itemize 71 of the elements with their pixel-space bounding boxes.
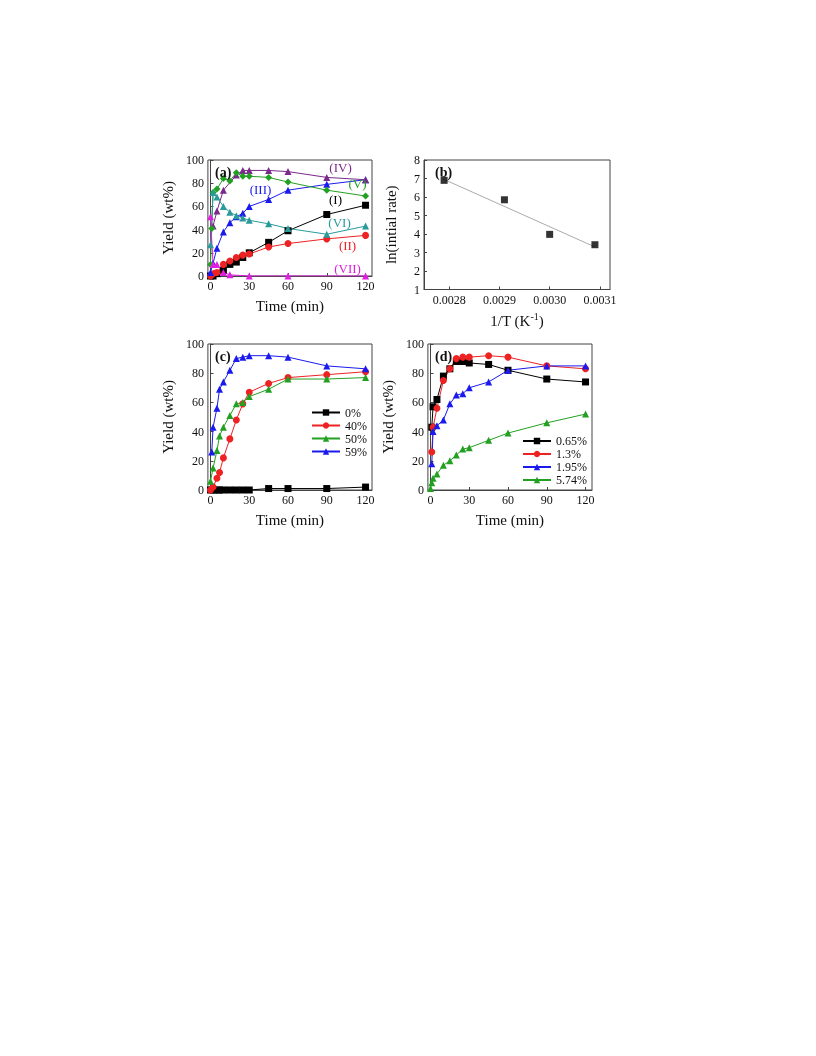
y-tick-label: 3 <box>414 245 420 260</box>
chart-title: (b) <box>435 164 453 181</box>
series-label: (I) <box>329 191 343 207</box>
y-tick-label: 100 <box>405 337 424 351</box>
chart-title: (c) <box>215 348 231 365</box>
x-tick-label: 0.0029 <box>482 292 516 307</box>
legend-label: 59% <box>345 444 367 459</box>
x-tick-label: 120 <box>356 279 375 293</box>
y-tick-label: 80 <box>191 366 204 381</box>
legend-label: 0.65% <box>556 434 587 448</box>
y-axis-title: Yield (wt%) <box>379 380 397 454</box>
x-tick-label: 30 <box>463 493 476 507</box>
y-tick-label: 20 <box>191 453 204 468</box>
x-tick-label: 0.0031 <box>583 292 617 307</box>
chart-title: (a) <box>215 164 232 181</box>
y-axis-title: ln(intial rate) <box>382 185 400 265</box>
y-tick-label: 100 <box>185 337 204 351</box>
series-label: (II) <box>338 237 357 253</box>
y-tick-label: 7 <box>414 171 420 186</box>
series-label: (III) <box>249 182 272 198</box>
y-tick-label: 60 <box>411 395 424 410</box>
y-tick-label: 5 <box>414 208 420 223</box>
series-label: (VII) <box>334 260 361 276</box>
chart-title: (d) <box>435 348 453 365</box>
legend-label: 40% <box>345 418 367 433</box>
x-axis-title: Time (min) <box>475 511 545 529</box>
y-tick-label: 0 <box>417 483 424 497</box>
legend-label: 1.95% <box>556 460 587 474</box>
x-tick-label: 90 <box>540 493 553 507</box>
series-label: (IV) <box>329 160 352 176</box>
y-tick-label: 80 <box>191 176 204 191</box>
x-tick-label: 60 <box>282 279 295 293</box>
series-label: (V) <box>348 176 367 192</box>
legend-label: 50% <box>345 431 367 446</box>
x-tick-label: 120 <box>576 493 595 507</box>
y-tick-label: 40 <box>191 222 204 237</box>
x-tick-label: 0 <box>207 279 214 293</box>
y-tick-label: 20 <box>191 245 204 260</box>
x-tick-label: 0.0028 <box>432 292 466 307</box>
x-axis-title: Time (min) <box>255 297 325 315</box>
x-tick-label: 30 <box>243 279 256 293</box>
legend-label: 5.74% <box>556 473 587 487</box>
y-tick-label: 40 <box>411 424 424 439</box>
series-label: (VI) <box>328 214 351 230</box>
x-tick-label: 60 <box>502 493 515 507</box>
y-tick-label: 2 <box>414 264 420 278</box>
y-tick-label: 20 <box>411 453 424 468</box>
y-tick-label: 80 <box>411 366 424 381</box>
x-tick-label: 0 <box>427 493 434 507</box>
y-tick-label: 40 <box>191 424 204 439</box>
y-tick-label: 6 <box>414 190 420 204</box>
legend-label: 1.3% <box>556 447 581 461</box>
legend-label: 0% <box>345 405 361 420</box>
x-tick-label: 60 <box>282 493 295 507</box>
y-tick-label: 1 <box>414 282 420 297</box>
y-tick-label: 100 <box>185 153 204 167</box>
x-tick-label: 0.0030 <box>533 292 567 307</box>
y-tick-label: 0 <box>197 269 204 283</box>
x-tick-label: 30 <box>243 493 256 507</box>
x-tick-label: 90 <box>320 279 333 293</box>
x-axis-title: Time (min) <box>255 511 325 529</box>
y-axis-title: Yield (wt%) <box>159 380 177 454</box>
y-axis-title: Yield (wt%) <box>159 181 177 255</box>
y-tick-label: 4 <box>414 227 420 241</box>
x-tick-label: 90 <box>320 493 333 507</box>
y-tick-label: 60 <box>191 395 204 410</box>
x-tick-label: 0 <box>207 493 214 507</box>
x-tick-label: 120 <box>356 493 375 507</box>
y-tick-label: 8 <box>414 153 420 167</box>
y-tick-label: 60 <box>191 199 204 214</box>
y-tick-label: 0 <box>197 483 204 497</box>
